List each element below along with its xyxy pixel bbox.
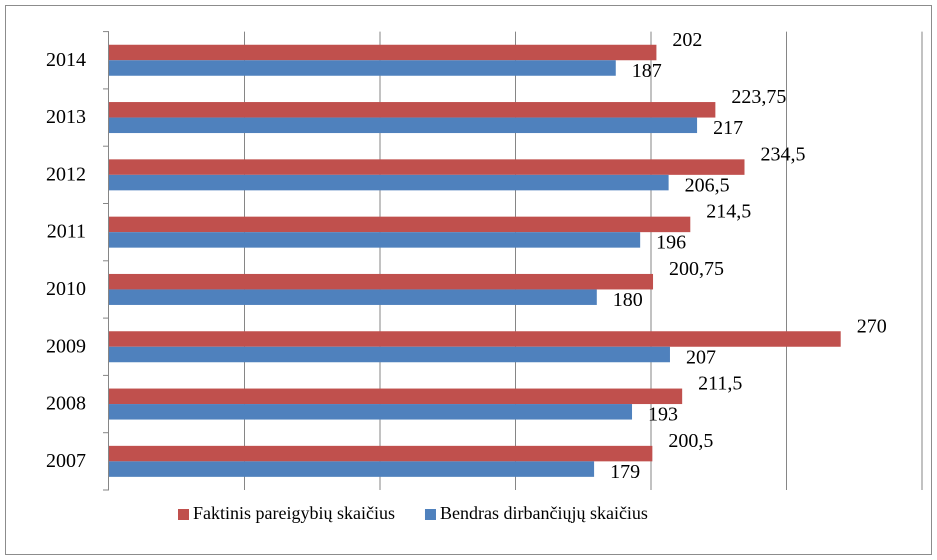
y-tick-label: 2011	[47, 221, 86, 243]
bar	[109, 232, 641, 248]
bar	[109, 117, 698, 134]
data-label: 200,5	[668, 430, 713, 452]
bar	[109, 445, 653, 462]
data-label: 211,5	[698, 373, 742, 395]
data-label: 196	[656, 232, 686, 254]
y-tick-label: 2007	[46, 450, 86, 472]
bar	[109, 216, 691, 233]
y-tick-label: 2009	[46, 335, 86, 357]
data-label: 180	[613, 289, 643, 311]
data-label: 234,5	[760, 143, 805, 165]
bar	[109, 461, 595, 477]
data-label: 223,75	[731, 86, 786, 108]
bar	[109, 346, 670, 363]
bar	[109, 273, 654, 290]
legend-swatch	[424, 509, 436, 520]
bar	[109, 102, 716, 118]
y-tick-label: 2008	[46, 393, 86, 415]
bar	[109, 331, 841, 347]
bar	[109, 174, 669, 191]
bar	[109, 289, 597, 305]
y-tick-label: 2014	[46, 49, 86, 71]
data-label: 187	[632, 60, 662, 82]
y-tick-label: 2010	[46, 278, 86, 300]
data-label: 202	[672, 29, 702, 51]
data-label: 206,5	[685, 174, 730, 196]
legend-label: Faktinis pareigybių skaičius	[193, 503, 395, 523]
y-tick-label: 2012	[46, 163, 86, 185]
data-label: 270	[857, 315, 887, 337]
legend-label: Bendras dirbančiųjų skaičius	[440, 503, 648, 523]
bar	[109, 404, 633, 420]
bar	[109, 60, 616, 76]
legend-swatch	[178, 509, 189, 520]
bar	[109, 388, 683, 405]
data-label: 207	[686, 346, 716, 368]
data-label: 217	[713, 117, 743, 139]
bar	[109, 44, 657, 61]
y-tick-label: 2013	[46, 106, 86, 128]
data-label: 200,75	[669, 258, 724, 280]
data-label: 214,5	[706, 201, 751, 223]
bar	[109, 159, 745, 175]
data-label: 179	[610, 461, 640, 483]
data-label: 193	[648, 404, 678, 426]
